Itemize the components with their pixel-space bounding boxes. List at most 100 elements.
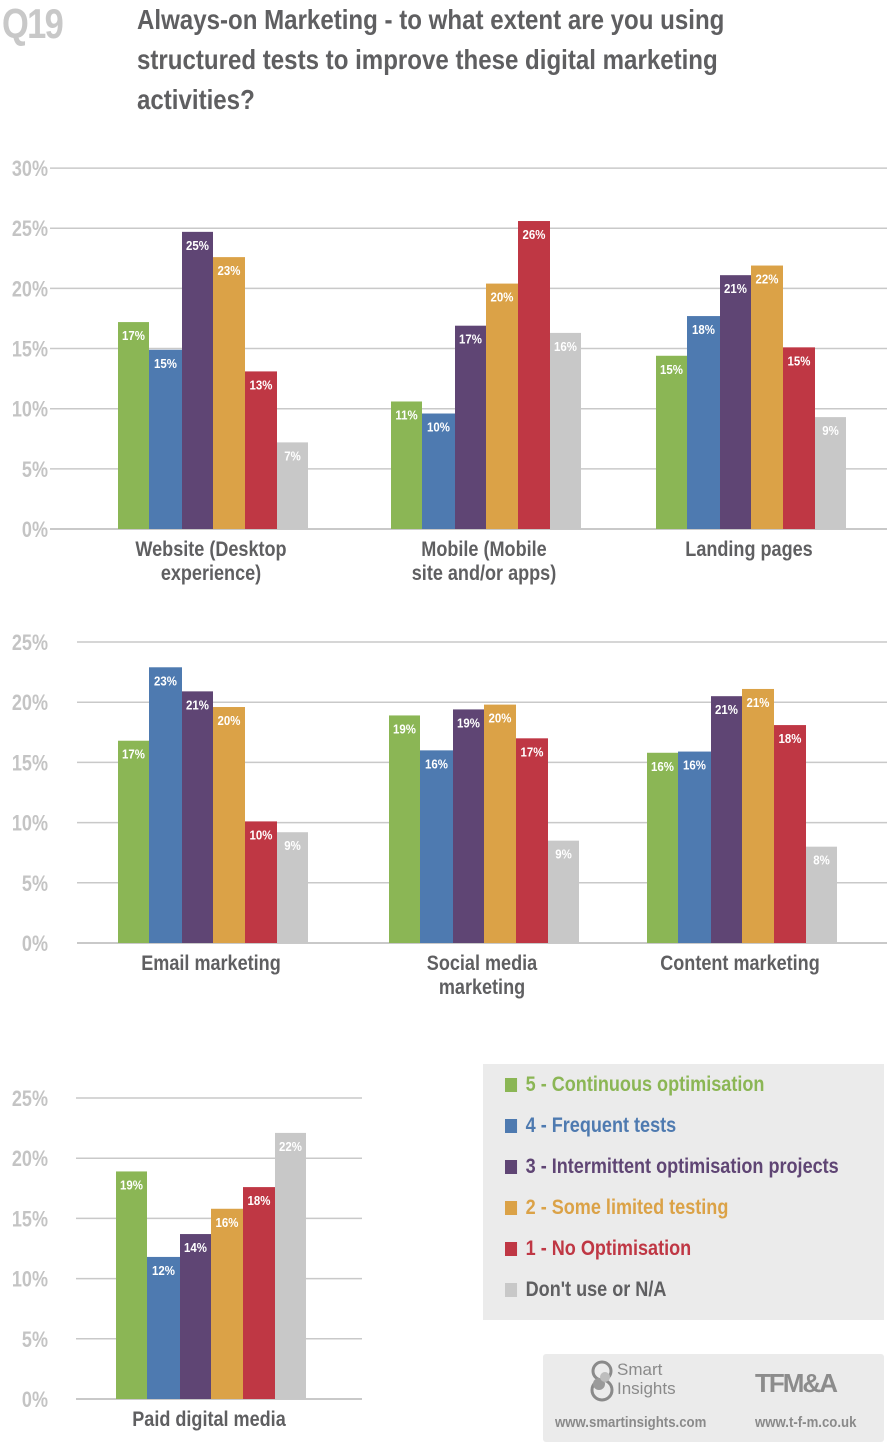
bar bbox=[182, 231, 213, 529]
data-label: 9% bbox=[284, 839, 301, 854]
data-label: 13% bbox=[250, 378, 273, 393]
data-label: 16% bbox=[216, 1215, 239, 1230]
bar bbox=[182, 691, 213, 943]
bar bbox=[516, 738, 548, 943]
y-tick-label: 0% bbox=[22, 518, 48, 542]
bar bbox=[486, 283, 518, 529]
bar bbox=[118, 322, 149, 529]
data-label: 18% bbox=[779, 731, 802, 746]
bar bbox=[391, 401, 422, 529]
bar bbox=[455, 325, 486, 529]
y-tick-label: 20% bbox=[12, 278, 48, 302]
smart-insights-wordmark: Smart Insights bbox=[617, 1360, 676, 1398]
sponsor-logos: Smart Insights TFM&A www.smartinsights.c… bbox=[543, 1354, 884, 1442]
bar bbox=[277, 442, 308, 529]
legend-item-frequent: 4 - Frequent tests bbox=[505, 1111, 676, 1141]
category-label: experience) bbox=[161, 562, 261, 586]
smart-insights-logo: Smart Insights bbox=[587, 1360, 697, 1404]
data-label: 16% bbox=[554, 339, 577, 354]
data-label: 26% bbox=[523, 227, 546, 242]
bar bbox=[245, 821, 277, 943]
bar bbox=[806, 846, 837, 943]
data-label: 21% bbox=[186, 698, 209, 713]
bar bbox=[180, 1234, 211, 1399]
data-label: 15% bbox=[788, 354, 811, 369]
y-tick-label: 20% bbox=[12, 692, 48, 716]
category-label: Paid digital media bbox=[132, 1408, 287, 1432]
data-label: 15% bbox=[660, 362, 683, 377]
data-label: 15% bbox=[154, 356, 177, 371]
legend-swatch bbox=[505, 1160, 518, 1174]
legend-item-no-optimisation: 1 - No Optimisation bbox=[505, 1234, 691, 1264]
data-label: 20% bbox=[218, 713, 241, 728]
bar bbox=[815, 417, 846, 529]
legend-swatch bbox=[505, 1119, 518, 1133]
bar bbox=[518, 221, 550, 530]
bar bbox=[751, 265, 783, 529]
smart-insights-url[interactable]: www.smartinsights.com bbox=[555, 1414, 707, 1431]
legend-swatch bbox=[505, 1201, 518, 1215]
data-label: 16% bbox=[683, 758, 706, 773]
category-label: Landing pages bbox=[685, 538, 812, 562]
tfm-url[interactable]: www.t-f-m.co.uk bbox=[755, 1414, 857, 1431]
bar bbox=[213, 707, 245, 943]
bar bbox=[149, 667, 182, 943]
data-label: 19% bbox=[120, 1178, 143, 1193]
smart-insights-line1: Smart bbox=[617, 1360, 663, 1379]
y-tick-label: 15% bbox=[12, 752, 48, 776]
legend-label: 2 - Some limited testing bbox=[525, 1196, 729, 1219]
data-label: 23% bbox=[154, 674, 177, 689]
bar bbox=[245, 371, 277, 529]
legend-label: 5 - Continuous optimisation bbox=[525, 1073, 765, 1096]
category-label: Email marketing bbox=[141, 952, 280, 976]
tfm-logo: TFM&A bbox=[755, 1368, 838, 1398]
y-tick-label: 10% bbox=[12, 812, 48, 836]
smart-insights-icon bbox=[590, 1360, 614, 1402]
data-label: 9% bbox=[555, 847, 572, 862]
legend-label: Don't use or N/A bbox=[525, 1278, 667, 1301]
legend-item-limited: 2 - Some limited testing bbox=[505, 1193, 728, 1223]
y-tick-label: 10% bbox=[12, 1268, 48, 1292]
data-label: 20% bbox=[491, 290, 514, 305]
y-tick-label: 5% bbox=[22, 458, 48, 482]
smart-insights-line2: Insights bbox=[617, 1379, 676, 1398]
legend-item-continuous: 5 - Continuous optimisation bbox=[505, 1070, 764, 1100]
y-tick-label: 10% bbox=[12, 398, 48, 422]
data-label: 17% bbox=[521, 745, 544, 760]
data-label: 10% bbox=[427, 420, 450, 435]
bar bbox=[647, 752, 678, 943]
data-label: 16% bbox=[425, 757, 448, 772]
data-label: 14% bbox=[184, 1240, 207, 1255]
legend-item-dont-use: Don't use or N/A bbox=[505, 1275, 666, 1305]
data-label: 25% bbox=[186, 238, 209, 253]
bar bbox=[118, 740, 149, 943]
category-label: Mobile (Mobile bbox=[421, 538, 546, 562]
legend-label: 4 - Frequent tests bbox=[525, 1114, 677, 1137]
bar bbox=[453, 709, 484, 943]
category-label: Website (Desktop bbox=[135, 538, 286, 562]
category-label: Social media bbox=[427, 952, 538, 976]
bar bbox=[711, 696, 742, 943]
data-label: 9% bbox=[822, 423, 839, 438]
y-tick-label: 5% bbox=[22, 872, 48, 896]
data-label: 23% bbox=[218, 263, 241, 278]
data-label: 22% bbox=[279, 1139, 302, 1154]
legend-swatch bbox=[505, 1283, 518, 1297]
data-label: 19% bbox=[457, 716, 480, 731]
bar bbox=[389, 715, 420, 943]
bar bbox=[422, 413, 455, 529]
data-label: 21% bbox=[715, 703, 738, 718]
y-tick-label: 25% bbox=[12, 1087, 48, 1111]
bar bbox=[275, 1132, 306, 1399]
data-label: 18% bbox=[692, 322, 715, 337]
bar bbox=[116, 1171, 147, 1399]
bar bbox=[550, 332, 581, 529]
y-tick-label: 30% bbox=[12, 158, 48, 182]
data-label: 21% bbox=[724, 281, 747, 296]
category-label: marketing bbox=[439, 976, 525, 1000]
data-label: 22% bbox=[756, 272, 779, 287]
category-label: site and/or apps) bbox=[412, 562, 556, 586]
bar bbox=[420, 750, 453, 943]
legend-label: 1 - No Optimisation bbox=[525, 1237, 692, 1260]
